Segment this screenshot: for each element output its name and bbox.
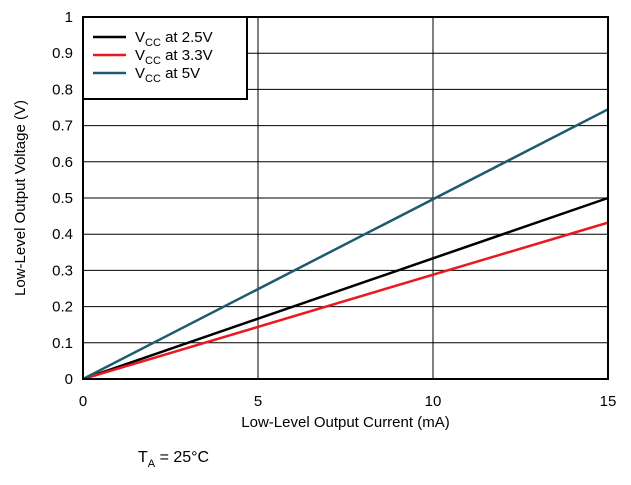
y-tick-label: 0.8 (52, 81, 73, 98)
y-tick-label: 0.6 (52, 154, 73, 171)
y-tick-labels: 0 0.1 0.2 0.3 0.4 0.5 0.6 0.7 0.8 0.9 1 (52, 9, 73, 388)
legend-box (82, 16, 248, 100)
legend-entry: VCC at 2.5V (135, 29, 213, 49)
x-tick-label: 0 (79, 393, 87, 410)
y-tick-label: 0 (65, 371, 73, 388)
y-tick-label: 0.9 (52, 45, 73, 62)
series-line-1 (82, 221, 609, 381)
series-line-0 (82, 196, 609, 381)
legend-entry: VCC at 3.3V (135, 47, 213, 67)
y-tick-label: 0.7 (52, 118, 73, 135)
annotation-sub: A (148, 458, 156, 470)
y-axis-label: Low-Level Output Voltage (V) (12, 100, 29, 296)
y-tick-label: 0.3 (52, 262, 73, 279)
plot-lines (82, 108, 609, 381)
legend-entry-rest: at 5V (161, 65, 200, 82)
legend-entry-main: V (135, 65, 145, 82)
x-axis-label: Low-Level Output Current (mA) (241, 414, 449, 431)
series-line-2 (82, 108, 609, 381)
legend-entry-main: V (135, 47, 145, 64)
x-tick-label: 10 (425, 393, 442, 410)
y-tick-label: 0.1 (52, 335, 73, 352)
y-tick-label: 0.2 (52, 299, 73, 316)
plot-frame (82, 16, 609, 380)
legend-entry-sub: CC (145, 73, 161, 85)
legend-entry-main: V (135, 29, 145, 46)
legend-entry-sub: CC (145, 37, 161, 49)
y-tick-label: 0.4 (52, 226, 73, 243)
temperature-annotation: TA = 25°C (138, 449, 209, 470)
legend-entry-rest: at 2.5V (161, 29, 213, 46)
y-tick-label: 1 (65, 9, 73, 26)
legend-entry-sub: CC (145, 55, 161, 67)
x-tick-label: 5 (254, 393, 262, 410)
x-tick-label: 15 (600, 393, 617, 410)
legend-entry: VCC at 5V (135, 65, 200, 85)
annotation-main: T (138, 449, 148, 466)
annotation-rest: = 25°C (155, 449, 209, 466)
legend-entry-rest: at 3.3V (161, 47, 213, 64)
y-tick-label: 0.5 (52, 190, 73, 207)
x-tick-labels: 0 5 10 15 (79, 393, 617, 410)
